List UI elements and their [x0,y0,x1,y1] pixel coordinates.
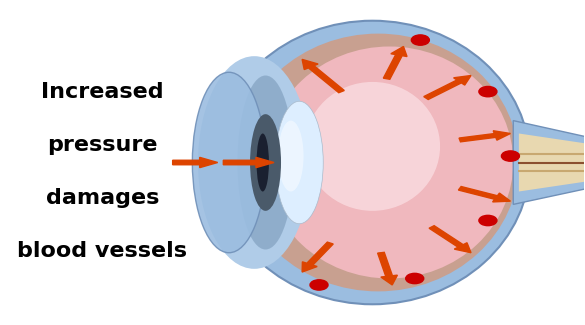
Circle shape [501,151,519,161]
Text: Increased: Increased [41,82,164,102]
FancyArrow shape [429,226,471,253]
Text: pressure: pressure [47,135,157,155]
FancyArrow shape [223,157,274,168]
Text: damages: damages [46,188,159,208]
Ellipse shape [278,121,304,191]
FancyArrow shape [302,242,333,272]
Ellipse shape [266,46,513,279]
Polygon shape [519,134,585,191]
Ellipse shape [215,21,530,304]
Ellipse shape [238,75,294,250]
FancyArrow shape [302,59,345,93]
FancyArrow shape [459,187,511,202]
Ellipse shape [192,72,266,253]
Ellipse shape [257,134,269,191]
Circle shape [310,280,328,290]
Ellipse shape [305,82,440,211]
FancyArrow shape [459,131,511,142]
Ellipse shape [250,114,281,211]
Circle shape [406,273,424,284]
FancyArrow shape [378,252,397,285]
FancyArrow shape [173,157,218,168]
FancyArrow shape [383,46,407,79]
FancyArrow shape [424,75,471,99]
Circle shape [411,35,429,45]
Polygon shape [513,121,585,204]
Ellipse shape [238,33,519,292]
Ellipse shape [198,56,311,269]
Ellipse shape [276,101,324,224]
Circle shape [479,215,497,226]
Text: blood vessels: blood vessels [18,241,187,261]
Circle shape [479,86,497,97]
